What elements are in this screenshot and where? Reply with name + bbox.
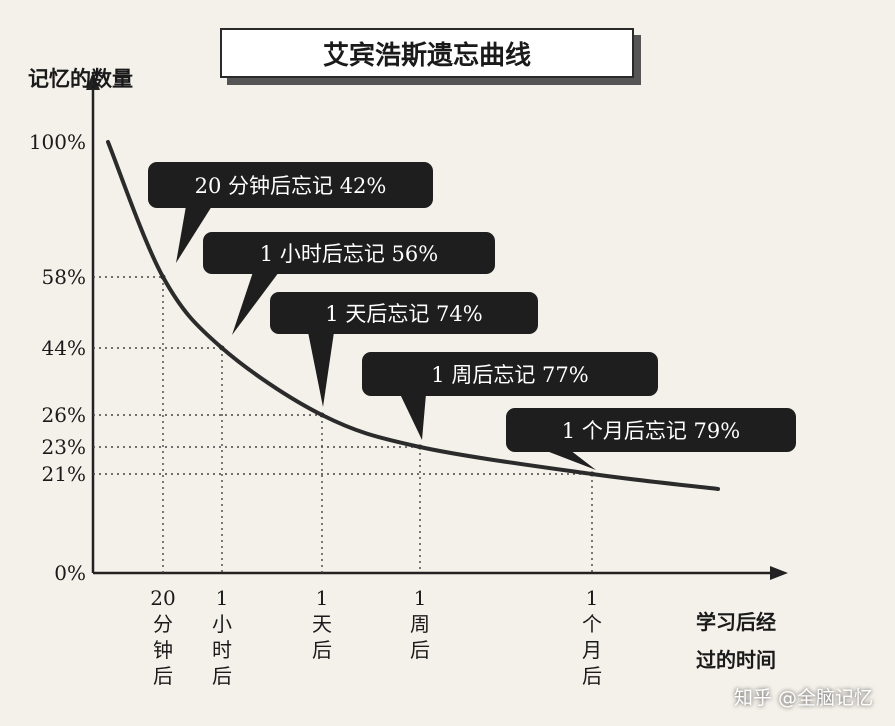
x-tick-label: 1 — [316, 586, 329, 610]
x-tick-label: 天 — [312, 612, 332, 636]
x-tick-label: 1 — [586, 586, 599, 610]
callout-pointer — [400, 394, 426, 440]
data-point — [589, 471, 595, 477]
x-tick-label: 时 — [212, 638, 232, 662]
x-axis-label-line: 学习后经 — [696, 610, 776, 634]
callout-label: 1 天后忘记 74% — [325, 302, 482, 326]
x-tick-label: 后 — [410, 638, 430, 662]
x-tick-label: 个 — [582, 612, 602, 636]
callout-label: 1 小时后忘记 56% — [260, 242, 438, 266]
callout-pointer — [544, 450, 596, 470]
x-tick-label: 小 — [212, 612, 232, 636]
x-tick-label: 月 — [582, 638, 602, 662]
callout-label: 1 周后忘记 77% — [431, 363, 588, 387]
y-tick-label: 26% — [42, 403, 86, 427]
x-axis-label-line: 过的时间 — [696, 648, 776, 672]
y-axis-arrow — [86, 72, 100, 90]
x-tick-label: 后 — [582, 664, 602, 688]
callout-label: 1 个月后忘记 79% — [562, 419, 740, 443]
x-tick-label: 后 — [212, 664, 232, 688]
watermark: 知乎 @全脑记忆 — [733, 687, 873, 709]
data-point — [417, 444, 423, 450]
x-tick-label: 分 — [153, 612, 173, 636]
callout-box — [270, 292, 538, 334]
x-tick-label: 后 — [153, 664, 173, 688]
callout-box — [148, 162, 433, 208]
callout-pointer — [176, 206, 212, 263]
callout-pointer — [232, 272, 279, 335]
y-tick-label: 0% — [54, 561, 86, 585]
y-tick-label: 23% — [42, 435, 86, 459]
x-tick-label: 后 — [312, 638, 332, 662]
y-tick-label: 21% — [42, 462, 86, 486]
y-tick-label: 100% — [29, 130, 86, 154]
data-point — [160, 274, 166, 280]
callout-box — [362, 352, 658, 396]
x-axis-arrow — [770, 566, 788, 580]
data-point — [219, 345, 225, 351]
chart-title: 艾宾浩斯遗忘曲线 — [220, 28, 634, 78]
data-point — [319, 412, 325, 418]
y-tick-label: 58% — [42, 265, 86, 289]
x-tick-label: 周 — [410, 612, 430, 636]
x-tick-label: 钟 — [153, 638, 173, 662]
callout-label: 20 分钟后忘记 42% — [195, 174, 387, 198]
x-tick-label: 1 — [414, 586, 427, 610]
x-tick-label: 20 — [150, 586, 175, 610]
callout-box — [203, 232, 495, 274]
callout-box — [506, 408, 796, 452]
y-axis-label: 记忆的数量 — [28, 66, 133, 91]
y-tick-label: 44% — [42, 336, 86, 360]
callout-pointer — [308, 332, 334, 407]
x-tick-label: 1 — [216, 586, 229, 610]
